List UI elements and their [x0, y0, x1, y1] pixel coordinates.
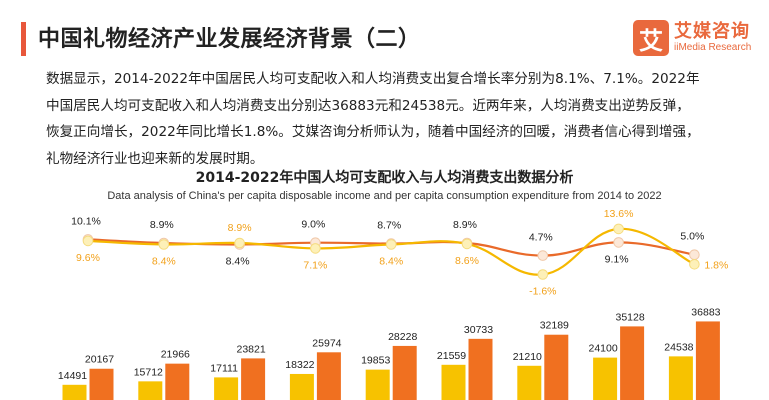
line-value-label: 8.4%: [152, 256, 176, 268]
bar-value-label: 35128: [615, 311, 644, 323]
line-value-label: 4.7%: [529, 232, 553, 244]
brand-text: 艾媒咨询 iiMedia Research: [674, 22, 751, 54]
line-point: [385, 239, 397, 250]
bar: [620, 326, 645, 400]
bar-value-label: 28228: [388, 331, 417, 343]
brand-logo-block: 艾 艾媒咨询 iiMedia Research: [633, 18, 751, 58]
brand-subname: iiMedia Research: [674, 42, 752, 53]
paragraph-line: 礼物经济行业也迎来新的发展时期。: [46, 150, 264, 167]
line-point: [537, 250, 549, 261]
line-value-label: 8.9%: [228, 222, 252, 234]
line-point: [537, 269, 549, 280]
brand-logo-icon: 艾: [633, 20, 669, 56]
bar: [138, 381, 163, 400]
bar: [365, 369, 390, 400]
bar: [289, 373, 314, 400]
line-value-label: -1.6%: [529, 286, 556, 298]
paragraph-line: 中国居民人均可支配收入和人均消费支出分别达36883元和24538元。近两年来，…: [46, 97, 690, 114]
bar-value-label: 18322: [285, 359, 314, 371]
bar: [62, 384, 87, 400]
line-value-label: 9.6%: [76, 252, 100, 264]
line-point: [613, 223, 624, 235]
chart-title: 2014-2022年中国人均可支配收入与人均消费支出数据分析: [195, 170, 574, 186]
bar-value-label: 20167: [85, 354, 114, 366]
line-value-label: 9.0%: [301, 219, 325, 231]
paragraph-line: 恢复正向增长，2022年同比增长1.8%。艾媒咨询分析师认为，随着中国经济的回暖…: [46, 124, 700, 140]
bar-value-label: 24538: [664, 341, 693, 353]
bar: [89, 368, 114, 400]
bar: [544, 334, 569, 400]
bar: [695, 321, 720, 400]
line-value-label: 8.7%: [377, 220, 401, 232]
bar-value-label: 30733: [464, 324, 493, 336]
line-point: [613, 237, 624, 248]
line-value-label: 8.9%: [150, 219, 174, 231]
title-accent-bar: [21, 22, 26, 56]
bar: [517, 365, 542, 400]
line-value-label: 13.6%: [604, 208, 634, 220]
line-value-label: 9.1%: [605, 253, 629, 265]
line-point: [158, 239, 170, 250]
bar-value-label: 14491: [58, 370, 87, 382]
intro-paragraph: 数据显示，2014-2022年中国居民人均可支配收入和人均消费支出复合增长率分别…: [46, 66, 746, 172]
line-point: [689, 249, 700, 261]
paragraph-line: 数据显示，2014-2022年中国居民人均可支配收入和人均消费支出复合增长率分别…: [46, 71, 700, 87]
page-title: 中国礼物经济产业发展经济背景（二）: [38, 27, 421, 52]
bar-value-label: 21966: [161, 349, 190, 361]
bar-value-label: 23821: [236, 343, 265, 355]
bar-value-label: 19853: [361, 355, 390, 367]
bar-value-label: 25974: [312, 337, 341, 349]
income-expenditure-chart: 14491 15712 17111 18322 19853 21559 21210 24100…: [58, 208, 728, 400]
bar-value-label: 21559: [437, 350, 466, 362]
line-value-label: 8.9%: [453, 219, 477, 231]
line-point: [461, 238, 473, 250]
bar: [165, 363, 190, 400]
line-value-label: 8.4%: [379, 256, 403, 268]
bar: [668, 356, 693, 400]
bar: [593, 357, 618, 400]
bar: [441, 364, 466, 400]
bar: [241, 358, 266, 400]
bar-value-label: 15712: [134, 366, 163, 378]
line-value-label: 8.4%: [226, 256, 250, 268]
line-point: [82, 235, 94, 247]
line-value-label: 1.8%: [704, 259, 728, 271]
line-point: [689, 259, 700, 270]
bar: [316, 352, 341, 400]
bar-value-label: 24100: [588, 343, 617, 355]
bar: [468, 338, 493, 400]
chart-subtitle: Data analysis of China's per capita disp…: [107, 190, 662, 202]
bar-value-label: 32189: [540, 320, 569, 332]
bar-value-label: 36883: [691, 306, 720, 318]
bar-value-label: 21210: [513, 351, 542, 363]
line-point: [310, 243, 321, 254]
bar: [214, 377, 239, 400]
line-value-label: 8.6%: [455, 255, 479, 267]
bar: [392, 345, 417, 400]
line-value-label: 5.0%: [680, 231, 704, 243]
line-value-label: 7.1%: [303, 259, 327, 271]
series-line: [87, 227, 695, 276]
bar-value-label: 17111: [210, 362, 238, 374]
line-point: [234, 237, 245, 249]
line-value-label: 10.1%: [71, 215, 101, 227]
brand-name: 艾媒咨询: [674, 21, 750, 42]
